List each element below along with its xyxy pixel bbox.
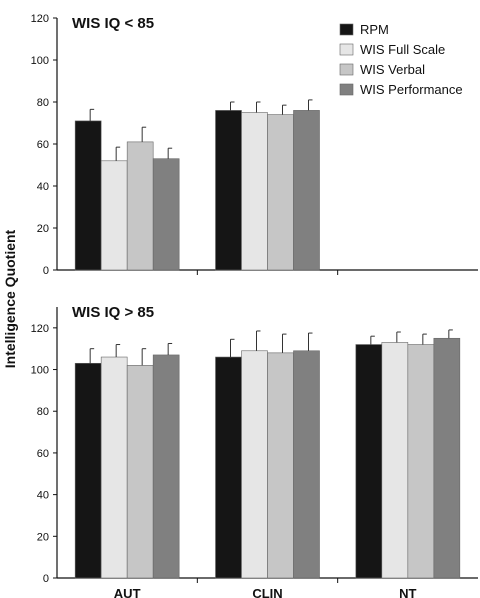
bar-wis-verbal-nt — [407, 344, 435, 579]
bar-rpm-aut — [74, 362, 102, 579]
panel-title: WIS IQ < 85 — [72, 15, 154, 32]
y-tick-label: 60 — [37, 448, 49, 460]
y-tick-label: 40 — [37, 181, 49, 193]
legend-swatch — [339, 43, 354, 56]
y-tick-label: 20 — [37, 531, 49, 543]
bar-rpm-clin — [215, 356, 242, 579]
bar-wis-verbal-aut — [126, 365, 154, 579]
bar-wis-performance-aut — [152, 354, 180, 579]
legend-swatch — [339, 83, 354, 96]
y-axis-label: Intelligence Quotient — [2, 229, 18, 368]
panel-2: 0 20 40 60 80 100 120 WIS IQ > 85 AUT CLIN NT — [31, 304, 478, 598]
x-category-label: AUT — [114, 586, 141, 598]
legend-label: WIS Performance — [360, 82, 463, 97]
y-tick-label: 20 — [37, 223, 49, 235]
bar-wis-full-scale-aut — [100, 160, 128, 271]
bar-wis-full-scale-aut — [100, 356, 128, 579]
y-tick-label: 60 — [37, 139, 49, 151]
legend-label: WIS Verbal — [360, 62, 425, 77]
panel-1: 0 20 40 60 80 100 120 WIS IQ < 85 — [31, 13, 478, 277]
y-tick-label: 80 — [37, 406, 49, 418]
y-tick-label: 120 — [31, 323, 49, 335]
bar-wis-performance-nt — [433, 337, 461, 579]
bar-wis-full-scale-clin — [241, 112, 268, 271]
legend-swatch — [339, 23, 354, 36]
legend-label: RPM — [360, 22, 389, 37]
bar-wis-performance-clin — [293, 350, 320, 579]
legend: RPM WIS Full Scale WIS Verbal WIS Performan… — [339, 22, 463, 97]
y-tick-label: 100 — [31, 365, 49, 377]
bar-wis-full-scale-clin — [241, 350, 268, 579]
legend-swatch — [339, 63, 354, 76]
x-category-label: CLIN — [252, 586, 282, 598]
bar-wis-verbal-clin — [267, 352, 294, 579]
panel-title: WIS IQ > 85 — [72, 304, 154, 321]
bar-wis-verbal-aut — [126, 141, 154, 271]
bar-wis-full-scale-nt — [381, 342, 409, 579]
x-category-label: NT — [399, 586, 416, 598]
bar-wis-verbal-clin — [267, 114, 294, 271]
chart-panels: 0 20 40 60 80 100 120 WIS IQ < 85 0 20 40 60 80 100 12… — [31, 13, 478, 598]
y-tick-label: 40 — [37, 490, 49, 502]
bar-rpm-aut — [74, 120, 102, 271]
bar-wis-performance-aut — [152, 158, 180, 271]
y-tick-label: 0 — [43, 265, 49, 277]
bar-rpm-nt — [355, 344, 383, 579]
y-tick-label: 0 — [43, 573, 49, 585]
bar-wis-performance-clin — [293, 110, 320, 271]
legend-label: WIS Full Scale — [360, 42, 445, 57]
y-tick-label: 120 — [31, 13, 49, 25]
y-tick-label: 80 — [37, 97, 49, 109]
y-tick-label: 100 — [31, 55, 49, 67]
bar-rpm-clin — [215, 110, 242, 271]
